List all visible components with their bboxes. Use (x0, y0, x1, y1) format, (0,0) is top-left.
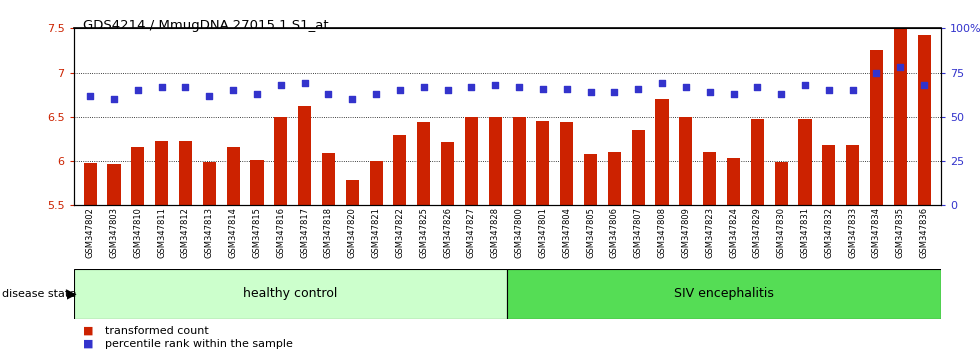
Text: transformed count: transformed count (105, 326, 209, 336)
Bar (727, 158, 740, 205)
Bar (894, 6, 906, 205)
Bar (274, 117, 287, 205)
Bar (822, 145, 835, 205)
Point (797, 82, 812, 88)
Bar (203, 162, 216, 205)
Bar (656, 99, 668, 205)
Point (487, 82, 503, 88)
Bar (846, 145, 859, 205)
Point (82, 93, 98, 98)
Bar (703, 152, 716, 205)
Point (368, 91, 384, 97)
Point (821, 87, 837, 93)
Point (583, 89, 599, 95)
Bar (632, 130, 645, 205)
Bar (74, 269, 508, 319)
Point (130, 87, 146, 93)
Point (678, 84, 694, 90)
Point (154, 84, 170, 90)
Bar (369, 161, 382, 205)
Point (225, 87, 241, 93)
Point (297, 80, 313, 86)
Point (559, 86, 574, 91)
Point (440, 87, 456, 93)
Point (273, 82, 289, 88)
Point (750, 84, 765, 90)
Bar (179, 141, 192, 205)
Point (202, 93, 218, 98)
Bar (774, 162, 788, 205)
Bar (513, 117, 525, 205)
Point (893, 64, 908, 70)
Bar (561, 122, 573, 205)
Bar (226, 147, 240, 205)
Bar (441, 142, 454, 205)
Point (512, 84, 527, 90)
Bar (508, 269, 941, 319)
Bar (751, 120, 763, 205)
Bar (155, 141, 169, 205)
Point (868, 70, 884, 75)
Point (630, 86, 646, 91)
Bar (799, 120, 811, 205)
Bar (608, 152, 621, 205)
Point (392, 87, 408, 93)
Point (344, 96, 360, 102)
Bar (489, 117, 502, 205)
Bar (321, 153, 335, 205)
Bar (679, 117, 693, 205)
Bar (465, 117, 478, 205)
Bar (417, 122, 430, 205)
Point (416, 84, 431, 90)
Bar (131, 147, 144, 205)
Text: disease state: disease state (2, 289, 76, 299)
Bar (584, 154, 597, 205)
Point (535, 86, 551, 91)
Bar (346, 180, 359, 205)
Text: SIV encephalitis: SIV encephalitis (674, 287, 774, 300)
Text: ■: ■ (83, 339, 94, 349)
Point (607, 89, 622, 95)
Point (916, 82, 932, 88)
Bar (536, 121, 550, 205)
Point (773, 91, 789, 97)
Bar (108, 164, 121, 205)
Point (845, 87, 860, 93)
Text: healthy control: healthy control (243, 287, 337, 300)
Point (249, 91, 265, 97)
Point (725, 91, 741, 97)
Text: ■: ■ (83, 326, 94, 336)
Text: ▶: ▶ (67, 287, 76, 300)
Point (177, 84, 193, 90)
Bar (251, 160, 264, 205)
Point (655, 80, 670, 86)
Text: percentile rank within the sample: percentile rank within the sample (105, 339, 293, 349)
Bar (83, 163, 97, 205)
Bar (393, 135, 407, 205)
Text: GDS4214 / MmugDNA.27015.1.S1_at: GDS4214 / MmugDNA.27015.1.S1_at (83, 19, 329, 33)
Bar (870, 50, 883, 205)
Bar (917, 35, 931, 205)
Bar (298, 106, 312, 205)
Point (320, 91, 336, 97)
Point (702, 89, 717, 95)
Point (106, 96, 122, 102)
Point (464, 84, 479, 90)
